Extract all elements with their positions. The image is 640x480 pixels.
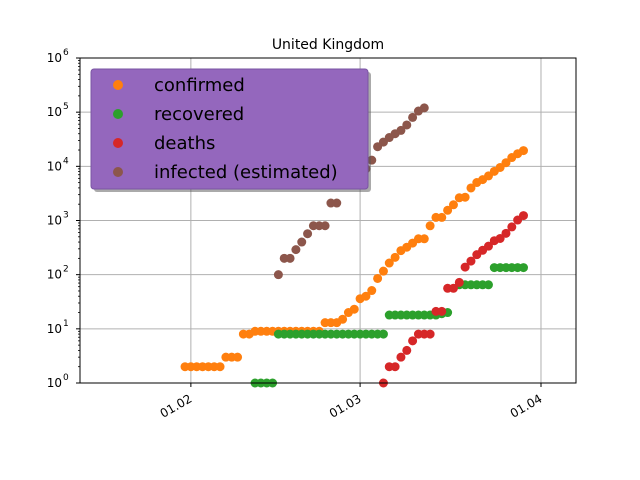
x-tick-label: 01.02	[158, 391, 195, 420]
data-point	[466, 183, 476, 193]
data-point	[483, 241, 493, 251]
data-point	[402, 120, 412, 130]
legend-label: deaths	[154, 133, 215, 154]
series-deaths	[378, 211, 528, 388]
legend-marker	[113, 138, 123, 148]
plot-area	[180, 103, 528, 388]
data-point	[320, 221, 330, 231]
legend-label: recovered	[154, 104, 244, 125]
data-point	[495, 233, 505, 243]
data-point	[384, 258, 394, 268]
data-point	[396, 125, 406, 135]
data-point	[378, 329, 388, 339]
legend-marker	[113, 80, 123, 90]
data-point	[419, 103, 429, 113]
legend-box	[90, 68, 369, 190]
data-point	[518, 263, 528, 273]
data-point	[402, 345, 412, 355]
data-point	[419, 234, 429, 244]
y-tick-label: 10	[47, 51, 62, 65]
data-point	[501, 158, 511, 168]
data-point	[361, 291, 371, 301]
y-tick-exponent: 1	[63, 319, 69, 329]
y-tick-exponent: 2	[63, 265, 69, 275]
data-point	[425, 329, 435, 339]
y-tick-label: 10	[47, 159, 62, 173]
data-point	[437, 212, 447, 222]
data-point	[518, 211, 528, 221]
data-point	[518, 146, 528, 156]
data-point	[460, 262, 470, 272]
data-point	[437, 306, 447, 316]
x-tick-label: 01.04	[508, 391, 545, 420]
data-point	[332, 198, 342, 208]
y-tick-exponent: 4	[63, 156, 69, 166]
data-point	[367, 286, 377, 296]
data-point	[378, 266, 388, 276]
data-point	[215, 362, 225, 372]
data-point	[285, 253, 295, 263]
data-point	[460, 192, 470, 202]
data-point	[233, 352, 243, 362]
data-point	[291, 245, 301, 255]
legend-label: infected (estimated)	[154, 162, 338, 183]
y-tick-exponent: 0	[63, 373, 69, 383]
data-point	[454, 277, 464, 287]
y-tick-exponent: 6	[63, 48, 69, 58]
y-tick-exponent: 3	[63, 211, 69, 221]
data-point	[338, 314, 348, 324]
data-point	[273, 270, 283, 280]
data-point	[466, 256, 476, 266]
data-point	[408, 112, 418, 122]
data-point	[483, 280, 493, 290]
data-point	[297, 237, 307, 247]
legend-label: confirmed	[154, 75, 245, 96]
legend: confirmed recovered deaths infected (estima…	[90, 68, 371, 192]
data-point	[373, 273, 383, 283]
y-tick-label: 10	[47, 376, 62, 390]
x-tick-label: 01.03	[327, 391, 364, 420]
data-point	[390, 362, 400, 372]
data-point	[408, 336, 418, 346]
data-point	[425, 221, 435, 231]
legend-marker	[113, 167, 123, 177]
data-point	[448, 200, 458, 210]
y-tick-exponent: 5	[63, 102, 69, 112]
y-tick-label: 10	[47, 268, 62, 282]
y-tick-label: 10	[47, 214, 62, 228]
legend-marker	[113, 109, 123, 119]
data-point	[448, 283, 458, 293]
data-point	[390, 252, 400, 262]
data-point	[303, 229, 313, 239]
data-point	[396, 352, 406, 362]
series-recovered	[250, 263, 528, 388]
chart-title: United Kingdom	[272, 37, 384, 53]
data-point	[501, 228, 511, 238]
y-tick-label: 10	[47, 322, 62, 336]
data-point	[507, 222, 517, 232]
data-point	[443, 205, 453, 215]
y-tick-label: 10	[47, 105, 62, 119]
data-point	[349, 304, 359, 314]
